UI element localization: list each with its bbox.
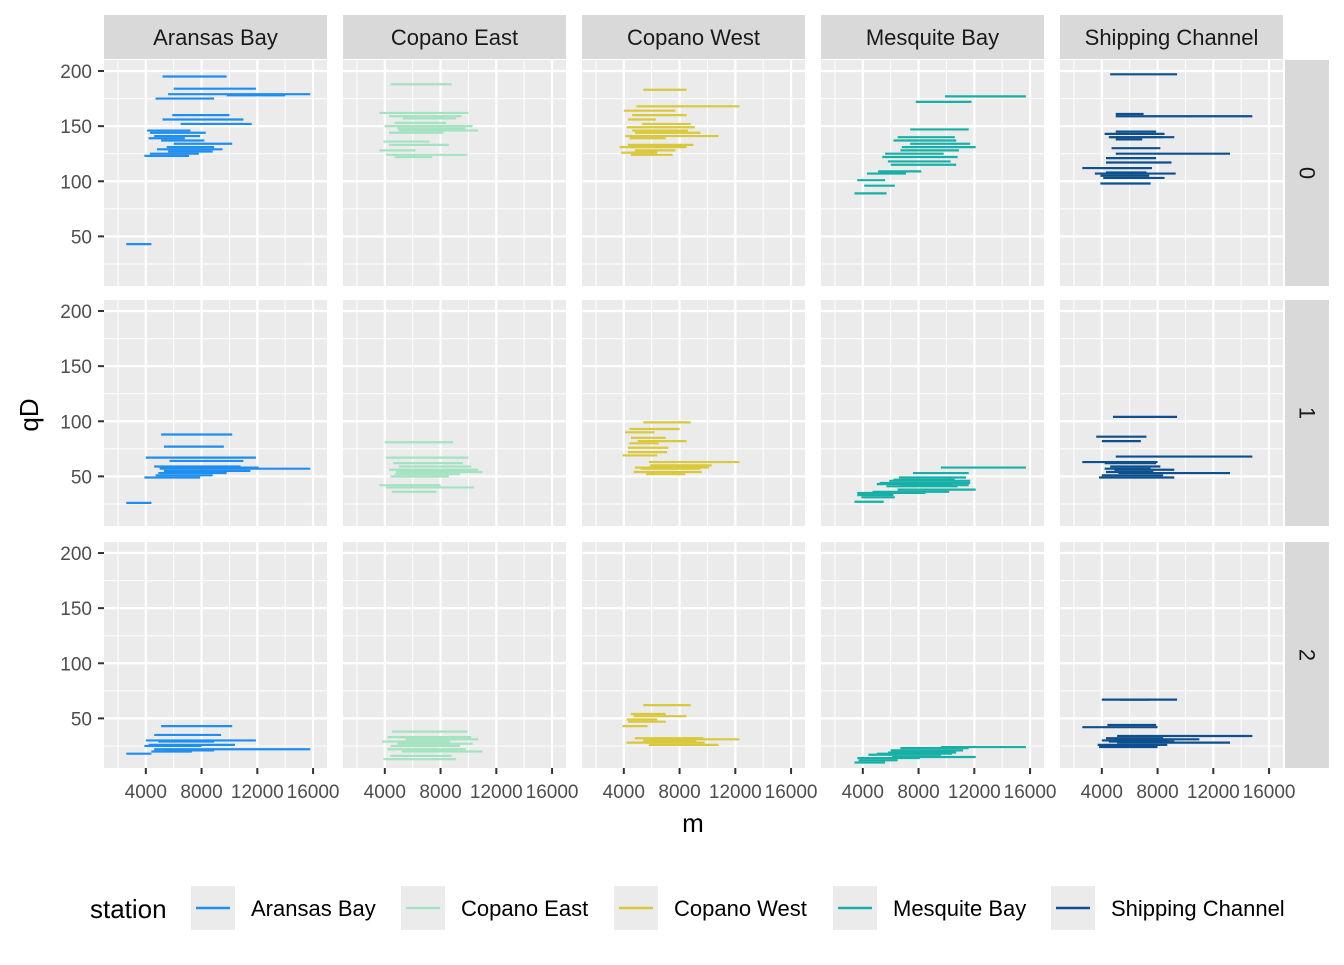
- y-axis-title: qD: [14, 398, 44, 431]
- x-tick-label: 12000: [709, 782, 762, 803]
- column-strip: [582, 15, 805, 59]
- panel-background: [343, 542, 566, 768]
- legend-label: Shipping Channel: [1111, 896, 1285, 921]
- y-tick-label: 50: [71, 467, 92, 488]
- y-tick-label: 100: [60, 172, 92, 193]
- panel-background: [821, 60, 1044, 286]
- facet-panel: [821, 300, 1044, 526]
- y-tick-label: 100: [60, 412, 92, 433]
- x-tick-label: 12000: [948, 782, 1001, 803]
- x-tick-label: 16000: [287, 782, 340, 803]
- facet-panel: [343, 300, 566, 526]
- y-tick-label: 50: [71, 709, 92, 730]
- x-tick-label: 8000: [419, 782, 461, 803]
- column-strip: [343, 15, 566, 59]
- y-tick-label: 150: [60, 117, 92, 138]
- panel-background: [821, 300, 1044, 526]
- legend: station Aransas Bay Copano East Copano Wes…: [90, 886, 1285, 930]
- panel-background: [582, 542, 805, 768]
- facet-panel: [1060, 542, 1283, 768]
- facet-panel: [104, 542, 327, 768]
- column-strip: [104, 15, 327, 59]
- x-tick-label: 8000: [897, 782, 939, 803]
- legend-label: Copano West: [674, 896, 807, 921]
- column-strip: [1060, 15, 1283, 59]
- x-tick-label: 16000: [1243, 782, 1296, 803]
- y-tick-label: 100: [60, 654, 92, 675]
- facet-panel: [821, 542, 1044, 768]
- panel-background: [343, 300, 566, 526]
- legend-item: Copano East: [401, 886, 588, 930]
- column-strip-label: Copano West: [627, 25, 760, 50]
- facet-panel: [582, 60, 805, 286]
- panel-background: [343, 60, 566, 286]
- column-strip-label: Aransas Bay: [153, 25, 278, 50]
- row-strip: [1285, 60, 1329, 286]
- y-tick-label: 200: [60, 62, 92, 83]
- x-axis-title: m: [682, 808, 704, 838]
- panel-background: [1060, 542, 1283, 768]
- facet-panel: [582, 542, 805, 768]
- column-strip-label: Copano East: [391, 25, 518, 50]
- facet-panel: [343, 60, 566, 286]
- x-tick-label: 8000: [180, 782, 222, 803]
- facet-panel: [582, 300, 805, 526]
- facet-panel: [104, 60, 327, 286]
- column-strip-label: Mesquite Bay: [866, 25, 999, 50]
- y-tick-label: 150: [60, 357, 92, 378]
- facet-panel: [1060, 300, 1283, 526]
- column-strip-label: Shipping Channel: [1085, 25, 1259, 50]
- x-tick-label: 12000: [1187, 782, 1240, 803]
- row-strip: [1285, 542, 1329, 768]
- y-tick-label: 200: [60, 302, 92, 323]
- row-strip-label: 2: [1295, 649, 1320, 661]
- y-tick-label: 150: [60, 599, 92, 620]
- x-tick-label: 16000: [526, 782, 579, 803]
- legend-title: station: [90, 894, 167, 924]
- panel-background: [1060, 300, 1283, 526]
- x-tick-label: 8000: [658, 782, 700, 803]
- x-tick-label: 12000: [231, 782, 284, 803]
- panel-background: [104, 542, 327, 768]
- panel-background: [104, 60, 327, 286]
- panel-background: [582, 300, 805, 526]
- x-tick-label: 4000: [364, 782, 406, 803]
- legend-label: Aransas Bay: [251, 896, 376, 921]
- x-tick-label: 16000: [765, 782, 818, 803]
- column-strip: [821, 15, 1044, 59]
- panel-background: [821, 542, 1044, 768]
- x-tick-label: 4000: [125, 782, 167, 803]
- legend-label: Copano East: [461, 896, 588, 921]
- y-tick-label: 200: [60, 544, 92, 565]
- legend-item: Aransas Bay: [191, 886, 376, 930]
- legend-item: Copano West: [614, 886, 807, 930]
- x-tick-label: 8000: [1136, 782, 1178, 803]
- panel-background: [104, 300, 327, 526]
- x-tick-label: 4000: [842, 782, 884, 803]
- panel-background: [582, 60, 805, 286]
- facet-panel: [343, 542, 566, 768]
- legend-item: Shipping Channel: [1051, 886, 1285, 930]
- x-tick-label: 12000: [470, 782, 523, 803]
- y-tick-label: 50: [71, 227, 92, 248]
- facet-panel: [821, 60, 1044, 286]
- legend-label: Mesquite Bay: [893, 896, 1026, 921]
- x-tick-label: 16000: [1004, 782, 1057, 803]
- row-strip-label: 1: [1295, 407, 1320, 419]
- row-strip: [1285, 300, 1329, 526]
- x-tick-label: 4000: [603, 782, 645, 803]
- facet-panel: [1060, 60, 1283, 286]
- x-tick-label: 4000: [1081, 782, 1123, 803]
- legend-item: Mesquite Bay: [833, 886, 1026, 930]
- facet-panel: [104, 300, 327, 526]
- row-strip-label: 0: [1295, 167, 1320, 179]
